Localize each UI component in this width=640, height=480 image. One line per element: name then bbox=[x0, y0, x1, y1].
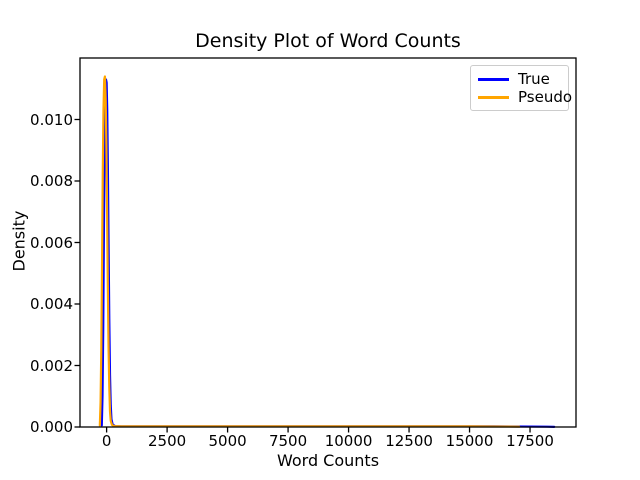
x-tick-label: 2500 bbox=[148, 432, 187, 450]
y-tick-label: 0.000 bbox=[30, 418, 73, 436]
density-curve-true bbox=[100, 78, 556, 428]
plot-border bbox=[79, 57, 577, 428]
legend: True Pseudo bbox=[470, 65, 572, 111]
x-tick-label: 10000 bbox=[324, 432, 373, 450]
legend-entry-pseudo: Pseudo bbox=[478, 88, 572, 106]
x-tick-label: 15000 bbox=[445, 432, 494, 450]
x-tick-label: 0 bbox=[101, 432, 112, 450]
y-tick-label: 0.010 bbox=[30, 110, 73, 129]
legend-label-true: True bbox=[518, 69, 550, 88]
x-tick-label: 17500 bbox=[506, 432, 554, 450]
legend-label-pseudo: Pseudo bbox=[518, 87, 573, 106]
x-axis-label: Word Counts bbox=[276, 451, 380, 470]
density-curve-pseudo bbox=[98, 75, 521, 428]
x-tick-label: 5000 bbox=[208, 432, 247, 450]
legend-line-sample-pseudo bbox=[478, 95, 509, 99]
y-tick-label: 0.006 bbox=[30, 233, 73, 252]
y-tick-label: 0.008 bbox=[30, 172, 73, 190]
x-tick-label: 7500 bbox=[268, 432, 308, 450]
x-tick-label: 12500 bbox=[385, 432, 433, 450]
y-tick-label: 0.002 bbox=[30, 356, 73, 375]
chart-title: Density Plot of Word Counts bbox=[195, 30, 461, 52]
y-tick-label: 0.004 bbox=[30, 295, 73, 313]
legend-entry-true: True bbox=[478, 69, 561, 88]
legend-line-sample-true bbox=[478, 77, 509, 81]
